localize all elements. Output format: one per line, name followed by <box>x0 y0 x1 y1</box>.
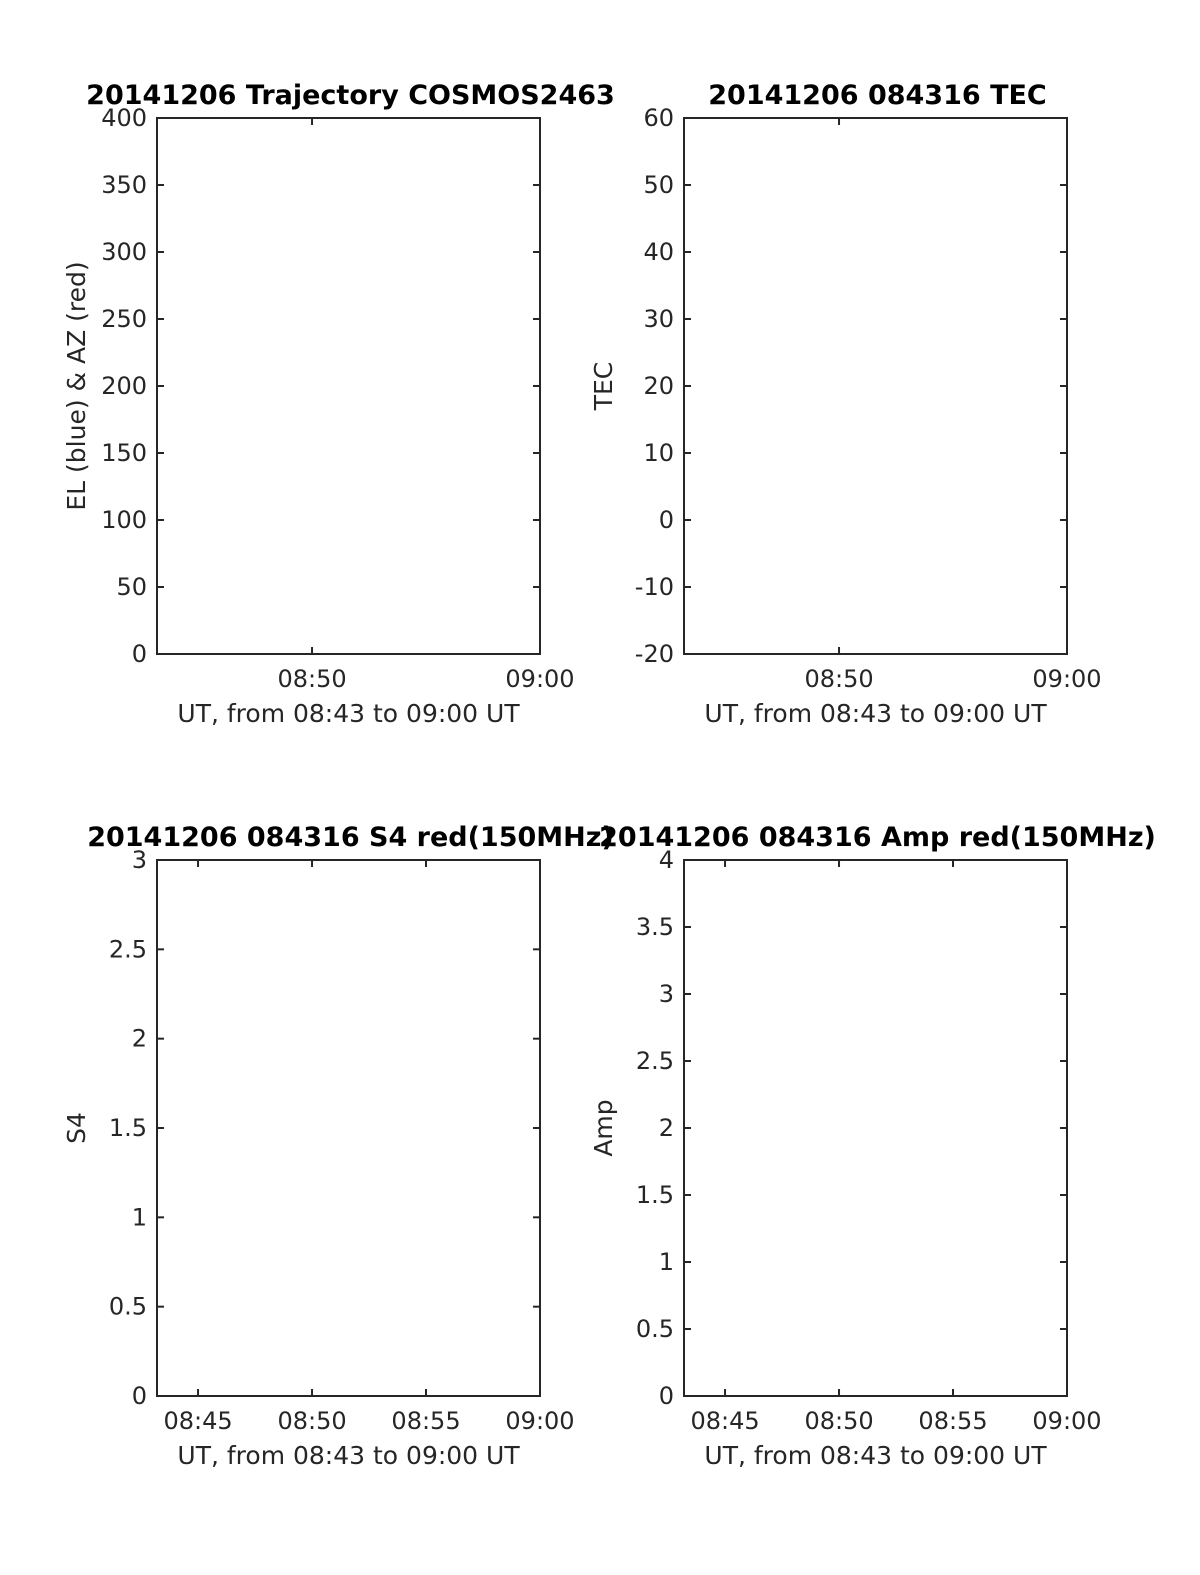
y-axis-label: EL (blue) & AZ (red) <box>62 261 91 510</box>
y-tick-label: 0 <box>659 1382 674 1410</box>
y-tick-label: -20 <box>635 640 674 668</box>
y-tick-label: 20 <box>643 372 674 400</box>
y-tick-label: 10 <box>643 439 674 467</box>
y-tick-label: 40 <box>643 238 674 266</box>
x-tick-label: 08:50 <box>277 1407 346 1435</box>
chart-amp: 0 0.5 1 1.5 2 2.5 3 3.5 4 08:45 08:50 08:55 09:00 201… <box>589 822 1156 1470</box>
y-tick-label: 300 <box>101 238 147 266</box>
chart-title: 20141206 084316 Amp red(150MHz) <box>599 822 1156 853</box>
y-tick-label: 1 <box>132 1203 147 1231</box>
x-tick-label: 09:00 <box>1032 1407 1101 1435</box>
y-tick-label: 2.5 <box>636 1047 674 1075</box>
y-tick-label: 1 <box>659 1248 674 1276</box>
chart-trajectory: 0 50 100 150 200 250 300 350 400 08:50 09:00 201412… <box>62 80 615 728</box>
x-axis-label: UT, from 08:43 to 09:00 UT <box>704 1441 1047 1470</box>
chart-title: 20141206 Trajectory COSMOS2463 <box>86 80 615 111</box>
y-tick-label: -10 <box>635 573 674 601</box>
x-axis-label: UT, from 08:43 to 09:00 UT <box>704 699 1047 728</box>
y-tick-label: 4 <box>659 846 674 874</box>
axes-frame <box>683 117 1068 655</box>
y-tick-label: 350 <box>101 171 147 199</box>
x-tick-label: 08:55 <box>918 1407 987 1435</box>
y-tick-label: 50 <box>116 573 147 601</box>
y-tick-label: 2 <box>132 1025 147 1053</box>
x-tick-label: 08:50 <box>804 1407 873 1435</box>
x-tick-label: 09:00 <box>1032 665 1101 693</box>
x-tick-label: 08:50 <box>804 665 873 693</box>
y-tick-label: 0.5 <box>636 1315 674 1343</box>
y-tick-label: 1.5 <box>636 1181 674 1209</box>
x-tick-label: 08:50 <box>277 665 346 693</box>
y-tick-label: 150 <box>101 439 147 467</box>
y-tick-label: 0 <box>132 1382 147 1410</box>
y-tick-label: 400 <box>101 104 147 132</box>
y-tick-label: 0.5 <box>109 1293 147 1321</box>
y-tick-label: 3 <box>132 846 147 874</box>
y-tick-label: 0 <box>659 506 674 534</box>
y-tick-label: 30 <box>643 305 674 333</box>
axes-frame <box>156 859 541 1397</box>
x-axis-label: UT, from 08:43 to 09:00 UT <box>177 1441 520 1470</box>
x-tick-label: 09:00 <box>505 665 574 693</box>
data-point <box>1068 204 1070 206</box>
chart-s4: 0 0.5 1 1.5 2 2.5 3 08:45 08:50 08:55 09:00 2014120… <box>62 822 614 1470</box>
x-axis-label: UT, from 08:43 to 09:00 UT <box>177 699 520 728</box>
y-tick-label: 3.5 <box>636 913 674 941</box>
y-axis-label: S4 <box>62 1112 91 1144</box>
y-axis-label: Amp <box>589 1099 618 1156</box>
y-tick-label: 1.5 <box>109 1114 147 1142</box>
x-tick-label: 08:45 <box>163 1407 232 1435</box>
y-tick-label: 200 <box>101 372 147 400</box>
axes-frame <box>156 117 541 655</box>
y-tick-label: 0 <box>132 640 147 668</box>
y-tick-label: 250 <box>101 305 147 333</box>
axes-frame <box>683 859 1068 1397</box>
y-tick-label: 2 <box>659 1114 674 1142</box>
x-tick-label: 09:00 <box>505 1407 574 1435</box>
x-tick-label: 08:45 <box>690 1407 759 1435</box>
chart-title: 20141206 084316 S4 red(150MHz) <box>87 822 614 853</box>
y-tick-label: 50 <box>643 171 674 199</box>
y-tick-label: 2.5 <box>109 935 147 963</box>
y-tick-label: 60 <box>643 104 674 132</box>
y-axis-label: TEC <box>589 362 618 412</box>
y-tick-label: 100 <box>101 506 147 534</box>
x-tick-label: 08:55 <box>391 1407 460 1435</box>
chart-tec: -20 -10 0 10 20 30 40 50 60 08:50 09:00 20141206 08… <box>589 80 1102 728</box>
chart-title: 20141206 084316 TEC <box>708 80 1047 111</box>
y-tick-label: 3 <box>659 980 674 1008</box>
